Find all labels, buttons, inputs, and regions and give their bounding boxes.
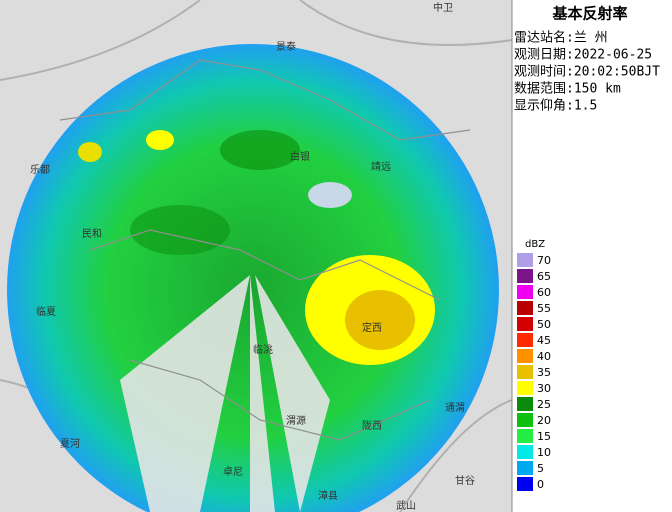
place-label: 民和 [82,228,102,240]
legend-swatch [517,333,533,347]
legend-swatch [517,477,533,491]
info-line: 雷达站名:兰 州 [514,30,608,46]
place-label: 陇西 [362,419,382,432]
legend-label: 50 [537,318,551,331]
place-label: 中卫 [433,1,453,14]
legend-unit: dBZ [525,239,545,250]
echo-layer [78,130,435,512]
place-label: 临洮 [253,343,273,356]
legend-swatch [517,269,533,283]
beam-block [120,275,330,512]
legend-swatch [517,445,533,459]
legend-label: 10 [537,446,551,459]
legend-label: 40 [537,350,551,363]
place-label: 白银 [290,150,310,163]
legend-swatch [517,365,533,379]
place-label: 漳县 [318,489,338,502]
legend-swatch [517,253,533,267]
legend-label: 25 [537,398,551,411]
place-label: 卓尼 [223,466,243,478]
echo-gap [308,182,352,208]
echo-35 [345,290,415,350]
place-label: 甘谷 [455,474,475,487]
place-label: 临夏 [36,305,56,318]
legend-swatch [517,461,533,475]
legend-label: 30 [537,382,551,395]
echo-30 [146,130,174,150]
info-line: 观测日期:2022-06-25 [514,48,652,63]
place-label: 通渭 [445,402,465,414]
terrain-ridge [0,0,513,512]
place-label: 渭源 [286,414,306,427]
legend-label: 70 [537,254,551,267]
place-label: 夏河 [60,438,80,450]
legend-label: 15 [537,430,551,443]
legend-label: 20 [537,414,551,427]
legend-label: 60 [537,286,551,299]
place-label: 定西 [362,321,382,334]
echo-25 [220,130,300,170]
legend-label: 35 [537,366,551,379]
legend-label: 45 [537,334,551,347]
place-label: 武山 [396,499,416,512]
legend-swatch [517,381,533,395]
place-label: 景泰 [276,40,296,53]
legend-swatch [517,397,533,411]
legend-swatch [517,413,533,427]
place-label: 乐都 [30,164,50,176]
panel-title: 基本反射率 [551,5,627,23]
legend-swatch [517,285,533,299]
legend-label: 55 [537,302,551,315]
legend-swatch [517,301,533,315]
legend-label: 65 [537,270,551,283]
echo-25 [130,205,230,255]
legend-swatch [517,429,533,443]
boundary [59,59,471,441]
legend-swatch [517,317,533,331]
legend-label: 5 [537,462,544,475]
echo-30 [78,142,102,162]
legend-swatch [517,349,533,363]
place-label: 靖远 [371,160,391,173]
info-line: 数据范围:150 km [514,82,621,97]
info-line: 显示仰角:1.5 [514,99,597,114]
info-line: 观测时间:20:02:50BJT [514,65,660,80]
legend-label: 0 [537,478,544,491]
